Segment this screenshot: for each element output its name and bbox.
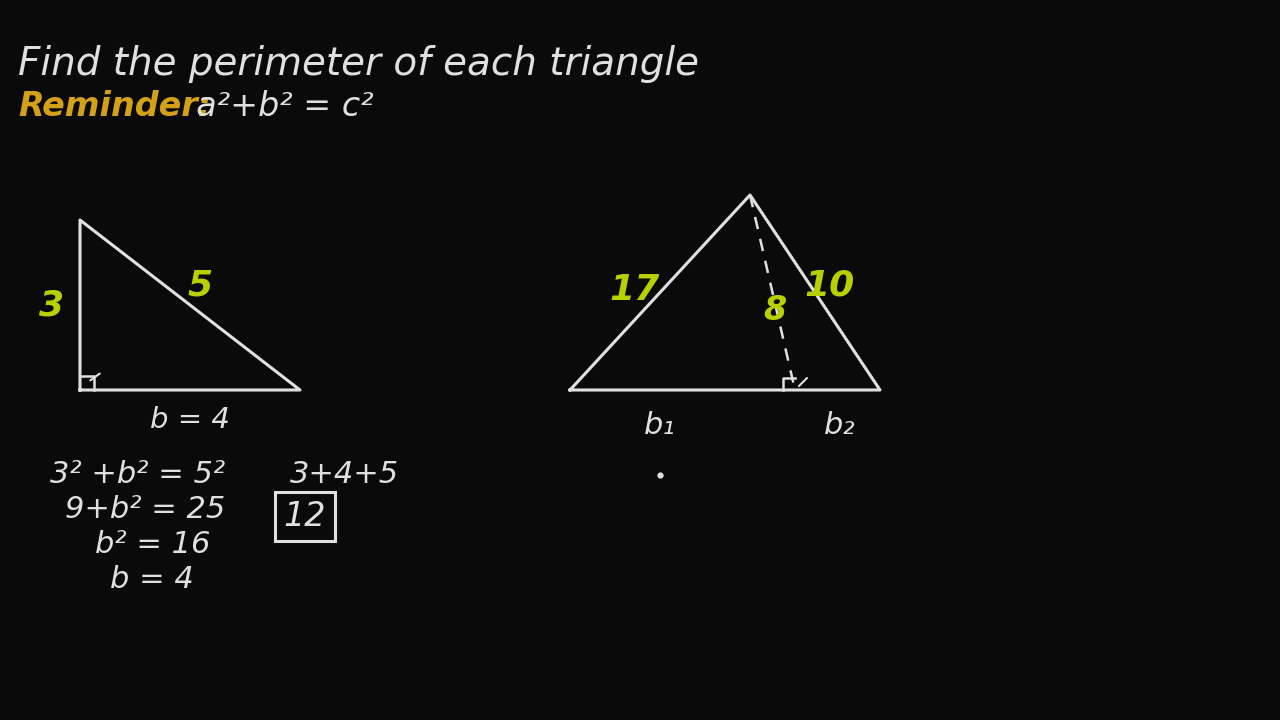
Text: b² = 16: b² = 16: [95, 530, 210, 559]
Text: Reminder:: Reminder:: [18, 90, 211, 123]
Text: 5: 5: [187, 268, 212, 302]
Text: b = 4: b = 4: [150, 406, 230, 434]
Text: a²+b² = c²: a²+b² = c²: [175, 90, 374, 123]
Text: b = 4: b = 4: [110, 565, 193, 594]
Text: Find the perimeter of each triangle: Find the perimeter of each triangle: [18, 45, 699, 83]
Text: 3+4+5: 3+4+5: [291, 460, 399, 489]
Text: 8: 8: [763, 294, 787, 326]
Text: 12: 12: [284, 500, 326, 533]
Text: 17: 17: [609, 273, 660, 307]
Text: b₁: b₁: [644, 410, 676, 439]
Text: b₂: b₂: [824, 410, 856, 439]
Text: 3² +b² = 5²: 3² +b² = 5²: [50, 460, 225, 489]
Text: 9+b² = 25: 9+b² = 25: [65, 495, 225, 524]
Text: 3: 3: [40, 288, 64, 322]
Text: 10: 10: [805, 268, 855, 302]
